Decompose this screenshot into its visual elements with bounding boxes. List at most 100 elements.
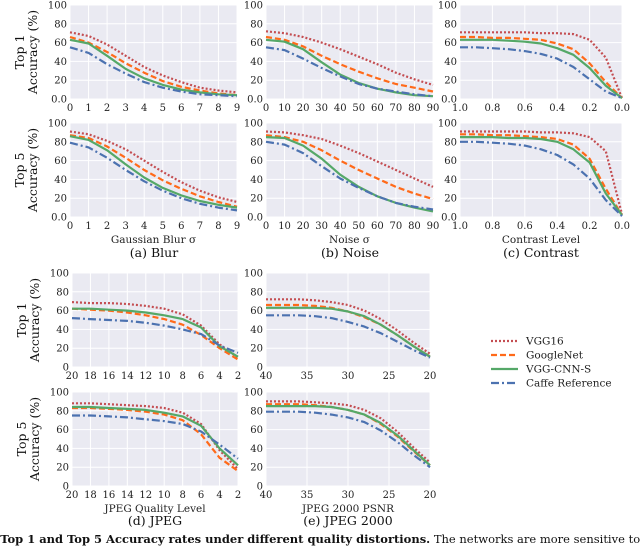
y-tick-label: 60 — [56, 425, 69, 436]
x-axis-label: JPEG Quality Level — [103, 503, 206, 515]
series-line-vgg-cnn-s — [265, 136, 434, 213]
x-tick-label: 0.8 — [484, 221, 500, 232]
x-tick-label: 12 — [139, 371, 152, 382]
plot-area — [266, 5, 433, 99]
plot-area — [460, 5, 622, 99]
x-tick-label: 0.0 — [614, 103, 630, 114]
y-tick-label: 100 — [244, 119, 263, 130]
series-line-vgg-cnn-s — [460, 136, 623, 216]
y-axis-label: Accuracy (%) — [27, 278, 42, 363]
y-tick-label: 80 — [250, 19, 263, 30]
x-tick-label: 40 — [260, 490, 273, 501]
y-tick-label: 20 — [444, 194, 457, 205]
x-tick-label: 40 — [260, 371, 273, 382]
series-line-googlenet — [460, 35, 623, 99]
x-tick-label: 1.0 — [452, 103, 468, 114]
y-tick-label: 0.0 — [247, 213, 263, 224]
x-tick-label: 4 — [141, 221, 147, 232]
y-tick-label: 0.0 — [441, 213, 457, 224]
y-tick-label: 60 — [54, 38, 67, 49]
x-tick-label: 6 — [198, 490, 204, 501]
x-tick-label: 0.4 — [549, 221, 565, 232]
x-tick-label: 20 — [297, 103, 310, 114]
x-tick-label: 9 — [234, 221, 240, 232]
series-line-vgg-cnn-s — [266, 306, 431, 358]
x-tick-label: 0.4 — [549, 103, 565, 114]
x-tick-label: 7 — [197, 103, 203, 114]
x-tick-label: 14 — [121, 371, 134, 382]
x-tick-label: 70 — [390, 221, 403, 232]
x-tick-label: 9 — [234, 103, 240, 114]
series-line-vgg-cnn-s — [69, 38, 238, 97]
legend-label: VGG-CNN-S — [525, 364, 591, 376]
x-tick-label: 8 — [179, 490, 185, 501]
y-tick-label: 100 — [244, 1, 263, 12]
y-tick-label: 80 — [56, 406, 69, 417]
series-line-vgg-cnn-s — [72, 405, 239, 467]
x-tick-label: 20 — [66, 490, 79, 501]
x-tick-label: 1.0 — [452, 221, 468, 232]
row-label: Top 5 — [14, 422, 29, 457]
legend: VGG16 GoogleNet VGG-CNN-S Caffe Reference — [491, 336, 612, 390]
y-tick-label: 100 — [438, 1, 457, 12]
caption-bold: : Top 1 and Top 5 Accuracy rates under d… — [0, 532, 431, 546]
x-tick-label: 90 — [427, 221, 440, 232]
figure-caption: : Top 1 and Top 5 Accuracy rates under d… — [0, 532, 640, 546]
x-tick-label: 20 — [424, 371, 437, 382]
series-line-caffe-reference — [69, 46, 238, 98]
y-axis-label: Accuracy (%) — [27, 397, 42, 482]
y-tick-label: 0.0 — [441, 95, 457, 106]
series-line-vgg-cnn-s — [460, 38, 623, 99]
legend-label: VGG16 — [525, 336, 564, 348]
x-tick-label: 2 — [104, 103, 110, 114]
x-tick-label: 20 — [424, 490, 437, 501]
x-tick-label: 25 — [383, 490, 396, 501]
x-tick-label: 30 — [342, 371, 355, 382]
y-tick-label: 40 — [250, 57, 263, 68]
x-tick-label: 0 — [263, 221, 269, 232]
y-tick-label: 60 — [444, 38, 457, 49]
panel-caption: (a) Blur — [130, 245, 178, 260]
x-axis-label: JPEG 2000 PSNR — [301, 503, 395, 515]
y-tick-label: 100 — [48, 1, 67, 12]
y-tick-label: 80 — [444, 19, 457, 30]
x-tick-label: 70 — [390, 103, 403, 114]
series-line-vgg16 — [69, 130, 238, 204]
chart-blur-top1: 0.0 20 40 60 80 100 0 1 2 3 4 5 6 7 8 9 — [48, 1, 240, 115]
series-line-googlenet — [265, 134, 434, 201]
y-tick-label: 60 — [54, 156, 67, 167]
series-line-caffe-reference — [71, 317, 239, 354]
x-tick-label: 3 — [122, 221, 128, 232]
x-tick-label: 0 — [263, 103, 269, 114]
x-tick-label: 4 — [216, 490, 222, 501]
y-tick-label: 80 — [250, 287, 263, 298]
y-tick-label: 80 — [54, 137, 67, 148]
y-tick-label: 20 — [54, 76, 67, 87]
y-tick-label: 80 — [54, 19, 67, 30]
caption-text: The networks are more sensitive to d — [430, 532, 640, 546]
series-line-vgg-cnn-s — [266, 405, 431, 467]
legend-label: Caffe Reference — [526, 378, 612, 390]
y-tick-label: 0.0 — [51, 95, 67, 106]
y-axis-label: Accuracy (%) — [25, 10, 40, 95]
x-tick-label: 90 — [427, 103, 440, 114]
x-tick-label: 80 — [408, 221, 421, 232]
y-tick-label: 60 — [250, 156, 263, 167]
y-tick-label: 0 — [63, 482, 69, 493]
chart-jpeg-2000-top1: 0 20 40 60 80 100 40 35 30 25 20 — [244, 269, 436, 383]
x-tick-label: 2 — [104, 221, 110, 232]
y-tick-label: 60 — [250, 425, 263, 436]
y-tick-label: 100 — [244, 388, 263, 399]
x-tick-label: 18 — [84, 490, 97, 501]
chart-jpeg-2000-top5: 0 20 40 60 80 100 40 35 30 25 20 JPEG 2000 PSNR — [244, 388, 436, 516]
x-tick-label: 80 — [408, 103, 421, 114]
y-tick-label: 40 — [250, 325, 263, 336]
y-tick-label: 0.0 — [247, 95, 263, 106]
x-tick-label: 2 — [235, 490, 241, 501]
series-line-vgg16 — [265, 130, 434, 188]
chart-contrast-top1: 0.0 20 40 60 80 100 1.0 0.8 0.6 0.4 0.2 0.0 — [438, 1, 630, 115]
series-line-caffe-reference — [266, 410, 431, 469]
series-line-vgg16 — [69, 31, 238, 94]
x-tick-label: 10 — [278, 103, 291, 114]
